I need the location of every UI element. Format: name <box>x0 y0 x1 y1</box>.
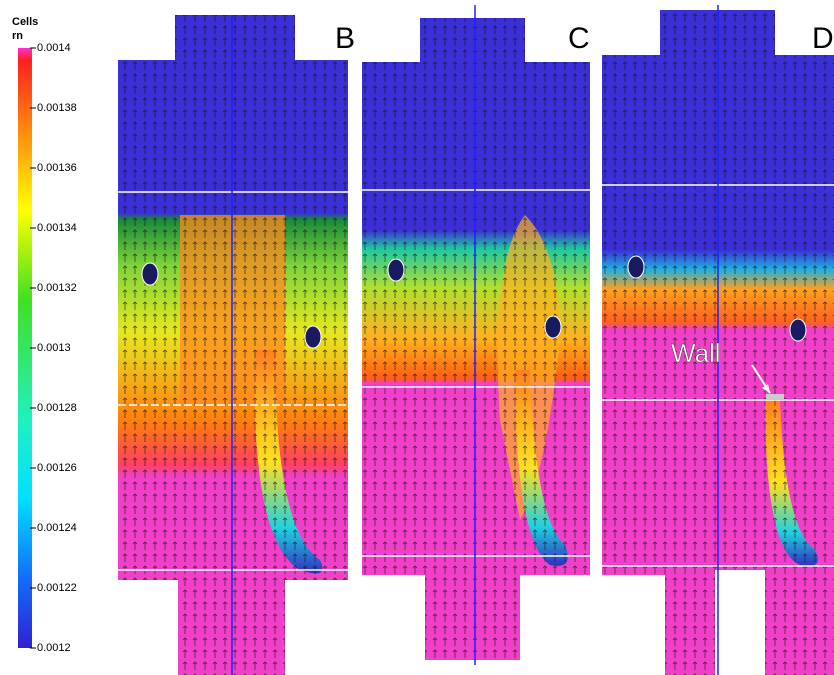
colorbar-title: Cells <box>12 16 38 28</box>
panel-b <box>118 15 348 675</box>
colorbar-subtitle: rn <box>12 30 23 42</box>
colorbar-tick-label: 0.00138 <box>37 102 77 114</box>
colorbar-tick-label: 0.00134 <box>37 222 77 234</box>
colorbar-tick-label: 0.00122 <box>37 582 77 594</box>
panel-label: B <box>335 22 355 55</box>
colorbar-ticks: 0.0014 0.00138 0.00136 0.00134 0.00132 0.0013… <box>30 42 77 654</box>
colorbar-tick-label: 0.00128 <box>37 402 77 414</box>
colorbar-tick-label: 0.00126 <box>37 462 77 474</box>
colorbar-tick-label: 0.00124 <box>37 522 77 534</box>
colorbar-tick-label: 0.0013 <box>37 342 71 354</box>
panel-label: D <box>812 22 834 55</box>
colorbar-tick-label: 0.0014 <box>37 42 71 54</box>
panel-label: C <box>568 22 590 55</box>
annotation: Wall <box>671 338 721 368</box>
colorbar-tick-label: 0.00136 <box>37 162 77 174</box>
panel-d <box>602 5 834 675</box>
colorbar-tick-label: 0.0012 <box>37 642 71 654</box>
panel-c <box>362 5 590 665</box>
colorbar-tick-label: 0.00132 <box>37 282 77 294</box>
colorbar <box>18 48 32 648</box>
